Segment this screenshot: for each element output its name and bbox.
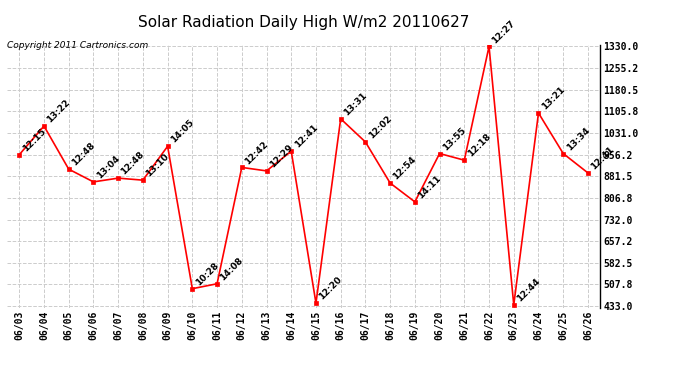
Text: 14:05: 14:05 xyxy=(169,118,195,145)
Text: 13:10: 13:10 xyxy=(144,152,171,179)
Text: 13:34: 13:34 xyxy=(564,126,591,152)
Text: 12:02: 12:02 xyxy=(367,114,393,141)
Text: 12:42: 12:42 xyxy=(243,140,270,166)
Text: 13:04: 13:04 xyxy=(95,154,121,180)
Text: Solar Radiation Daily High W/m2 20110627: Solar Radiation Daily High W/m2 20110627 xyxy=(138,15,469,30)
Text: 12:48: 12:48 xyxy=(70,141,97,168)
Text: 13:21: 13:21 xyxy=(540,85,566,112)
Text: 12:54: 12:54 xyxy=(391,155,418,182)
Text: 12:29: 12:29 xyxy=(268,143,295,170)
Text: 12:44: 12:44 xyxy=(515,277,542,303)
Text: 13:55: 13:55 xyxy=(441,126,468,152)
Text: 13:22: 13:22 xyxy=(46,98,72,124)
Text: 12:48: 12:48 xyxy=(119,150,146,177)
Text: 14:11: 14:11 xyxy=(416,174,443,201)
Text: 10:28: 10:28 xyxy=(194,261,220,287)
Text: 12:41: 12:41 xyxy=(589,145,616,171)
Text: 12:18: 12:18 xyxy=(466,132,492,159)
Text: 12:20: 12:20 xyxy=(317,275,344,302)
Text: Copyright 2011 Cartronics.com: Copyright 2011 Cartronics.com xyxy=(7,41,148,50)
Text: 12:15: 12:15 xyxy=(21,127,47,153)
Text: 14:08: 14:08 xyxy=(219,256,245,282)
Text: 12:41: 12:41 xyxy=(293,123,319,150)
Text: 12:27: 12:27 xyxy=(491,18,517,45)
Text: 13:31: 13:31 xyxy=(342,91,368,117)
